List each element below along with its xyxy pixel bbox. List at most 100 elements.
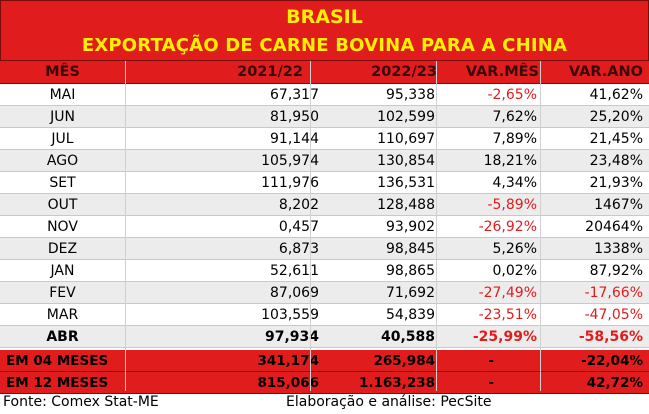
total-2021-22-cell: 341,174 — [257, 353, 320, 369]
value-2022-23-cell: 136,531 — [377, 175, 435, 191]
var-mes-cell: 5,26% — [492, 241, 537, 257]
var-mes-cell: 7,62% — [492, 109, 537, 125]
table-row: FEV 87,069 71,692 -27,49% -17,66% — [0, 282, 649, 304]
table-title: BRASIL — [286, 6, 363, 28]
var-mes-cell: -5,89% — [487, 197, 537, 213]
value-2021-22-cell: 97,934 — [264, 329, 319, 345]
table-header-banner: BRASIL EXPORTAÇÃO DE CARNE BOVINA PARA A… — [0, 0, 649, 61]
table-row: AGO 105,974 130,854 18,21% 23,48% — [0, 150, 649, 172]
table-row: DEZ 6,873 98,845 5,26% 1338% — [0, 238, 649, 260]
value-2021-22-cell: 105,974 — [261, 153, 319, 169]
var-ano-cell: 1467% — [594, 197, 643, 213]
source-note: Fonte: Comex Stat-ME — [3, 394, 159, 410]
value-2021-22-cell: 8,202 — [278, 197, 319, 213]
total-row: EM 12 MESES 815,066 1.163,238 - 42,72% — [0, 372, 649, 394]
total-row: EM 04 MESES 341,174 265,984 - -22,04% — [0, 350, 649, 372]
column-header-var-ano: VAR.ANO — [568, 64, 643, 80]
value-2022-23-cell: 71,692 — [386, 285, 435, 301]
total-var-ano-cell: -22,04% — [581, 353, 643, 369]
month-cell: JAN — [50, 263, 75, 279]
month-cell: OUT — [47, 197, 78, 213]
total-2022-23-cell: 1.163,238 — [358, 375, 435, 391]
total-2021-22-cell: 815,066 — [257, 375, 320, 391]
value-2022-23-cell: 95,338 — [386, 87, 435, 103]
var-mes-cell: -26,92% — [478, 219, 537, 235]
total-var-mes-cell: - — [488, 353, 494, 369]
total-label-cell: EM 04 MESES — [6, 353, 109, 369]
var-mes-cell: 7,89% — [492, 131, 537, 147]
value-2022-23-cell: 130,854 — [377, 153, 435, 169]
var-ano-cell: 41,62% — [589, 87, 643, 103]
table-row: JUN 81,950 102,599 7,62% 25,20% — [0, 106, 649, 128]
var-ano-cell: 21,93% — [589, 175, 643, 191]
value-2021-22-cell: 91,144 — [270, 131, 319, 147]
value-2022-23-cell: 54,839 — [386, 307, 435, 323]
var-ano-cell: 25,20% — [589, 109, 643, 125]
var-ano-cell: -17,66% — [584, 285, 643, 301]
column-header-var-mes: VAR.MÊS — [465, 64, 539, 80]
var-ano-cell: 21,45% — [589, 131, 643, 147]
month-cell: MAI — [49, 87, 76, 103]
var-mes-cell: 18,21% — [483, 153, 537, 169]
table-row: MAR 103,559 54,839 -23,51% -47,05% — [0, 304, 649, 326]
total-label-cell: EM 12 MESES — [6, 375, 109, 391]
value-2022-23-cell: 110,697 — [377, 131, 435, 147]
table-row: MAI 67,317 95,338 -2,65% 41,62% — [0, 84, 649, 106]
total-2022-23-cell: 265,984 — [373, 353, 436, 369]
value-2021-22-cell: 87,069 — [270, 285, 319, 301]
total-var-ano-cell: 42,72% — [586, 375, 643, 391]
month-cell: SET — [49, 175, 76, 191]
value-2021-22-cell: 111,976 — [261, 175, 319, 191]
var-ano-cell: 1338% — [594, 241, 643, 257]
table-row: NOV 0,457 93,902 -26,92% 20464% — [0, 216, 649, 238]
column-header-row: MÊS 2021/22 2022/23 VAR.MÊS VAR.ANO — [0, 61, 649, 84]
value-2021-22-cell: 0,457 — [278, 219, 319, 235]
table-row: OUT 8,202 128,488 -5,89% 1467% — [0, 194, 649, 216]
month-cell: NOV — [47, 219, 78, 235]
column-divider — [310, 61, 311, 391]
month-cell: AGO — [46, 153, 79, 169]
value-2021-22-cell: 103,559 — [261, 307, 319, 323]
value-2022-23-cell: 128,488 — [377, 197, 435, 213]
var-ano-cell: 23,48% — [589, 153, 643, 169]
var-ano-cell: -58,56% — [578, 329, 643, 345]
var-mes-cell: -25,99% — [472, 329, 537, 345]
var-mes-cell: -27,49% — [478, 285, 537, 301]
month-cell: JUL — [51, 131, 74, 147]
column-divider — [436, 61, 437, 391]
month-cell: ABR — [46, 329, 79, 345]
column-header-2021-22: 2021/22 — [237, 64, 303, 80]
var-ano-cell: 87,92% — [589, 263, 643, 279]
value-2022-23-cell: 102,599 — [377, 109, 435, 125]
var-mes-cell: -23,51% — [478, 307, 537, 323]
var-ano-cell: -47,05% — [584, 307, 643, 323]
table-row: JAN 52,611 98,865 0,02% 87,92% — [0, 260, 649, 282]
month-cell: FEV — [49, 285, 76, 301]
table-subtitle: EXPORTAÇÃO DE CARNE BOVINA PARA A CHINA — [81, 35, 568, 56]
column-divider — [540, 61, 541, 391]
value-2022-23-cell: 98,845 — [386, 241, 435, 257]
column-divider — [125, 61, 126, 391]
table-row: ABR 97,934 40,588 -25,99% -58,56% — [0, 326, 649, 348]
var-mes-cell: -2,65% — [487, 87, 537, 103]
column-header-2022-23: 2022/23 — [371, 64, 437, 80]
credit-note: Elaboração e análise: PecSite — [286, 394, 492, 410]
value-2022-23-cell: 40,588 — [380, 329, 435, 345]
value-2021-22-cell: 52,611 — [270, 263, 319, 279]
total-var-mes-cell: - — [488, 375, 494, 391]
value-2022-23-cell: 93,902 — [386, 219, 435, 235]
var-mes-cell: 4,34% — [492, 175, 537, 191]
value-2021-22-cell: 81,950 — [270, 109, 319, 125]
month-cell: MAR — [46, 307, 79, 323]
value-2021-22-cell: 67,317 — [270, 87, 319, 103]
var-mes-cell: 0,02% — [492, 263, 537, 279]
value-2021-22-cell: 6,873 — [278, 241, 319, 257]
var-ano-cell: 20464% — [585, 219, 643, 235]
month-cell: DEZ — [47, 241, 78, 257]
table-row: JUL 91,144 110,697 7,89% 21,45% — [0, 128, 649, 150]
month-cell: JUN — [50, 109, 75, 125]
value-2022-23-cell: 98,865 — [386, 263, 435, 279]
table-row: SET 111,976 136,531 4,34% 21,93% — [0, 172, 649, 194]
column-header-month: MÊS — [45, 64, 80, 80]
